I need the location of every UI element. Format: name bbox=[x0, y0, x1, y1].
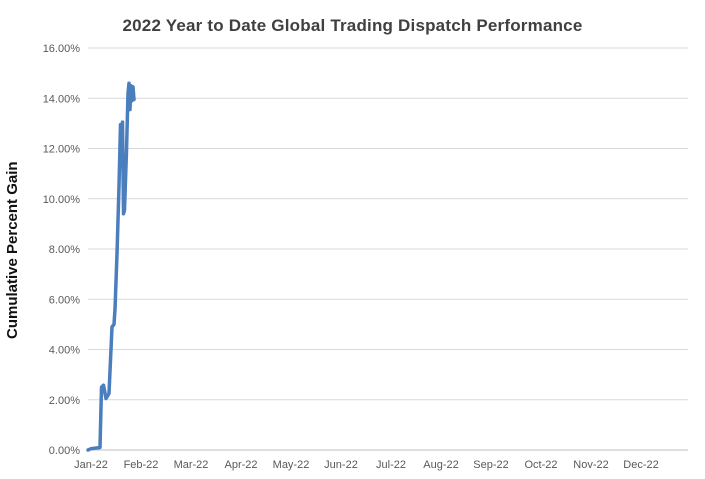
x-tick-label: Nov-22 bbox=[573, 459, 608, 471]
y-tick-label: 2.00% bbox=[49, 395, 80, 407]
y-tick-label: 8.00% bbox=[49, 244, 80, 256]
y-tick-label: 16.00% bbox=[43, 43, 81, 55]
x-tick-label: Oct-22 bbox=[524, 459, 557, 471]
x-tick-label: Sep-22 bbox=[473, 459, 508, 471]
x-tick-label: Jan-22 bbox=[74, 459, 108, 471]
y-tick-label: 4.00% bbox=[49, 345, 80, 357]
x-tick-label: Apr-22 bbox=[224, 459, 257, 471]
x-tick-label: Feb-22 bbox=[124, 459, 159, 471]
x-tick-label: Jun-22 bbox=[324, 459, 358, 471]
y-tick-label: 0.00% bbox=[49, 445, 80, 457]
x-tick-label: Dec-22 bbox=[623, 459, 658, 471]
x-tick-label: Jul-22 bbox=[376, 459, 406, 471]
x-tick-label: Aug-22 bbox=[423, 459, 458, 471]
y-tick-label: 12.00% bbox=[43, 144, 81, 156]
x-tick-label: May-22 bbox=[273, 459, 310, 471]
x-tick-label: Mar-22 bbox=[174, 459, 209, 471]
y-tick-label: 6.00% bbox=[49, 294, 80, 306]
y-tick-label: 14.00% bbox=[43, 93, 81, 105]
y-tick-label: 10.00% bbox=[43, 194, 81, 206]
series-line bbox=[86, 81, 136, 452]
chart-title: 2022 Year to Date Global Trading Dispatc… bbox=[122, 16, 583, 35]
